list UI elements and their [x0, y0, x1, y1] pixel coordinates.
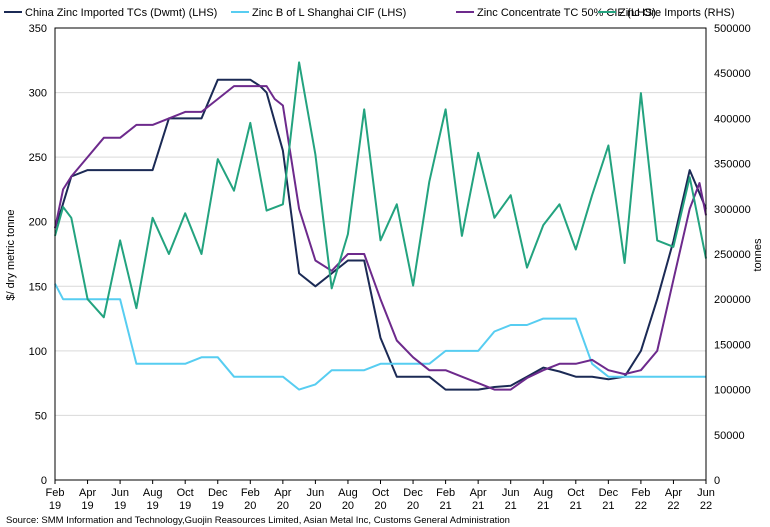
- y-right-tick-label: 0: [714, 475, 720, 487]
- legend-label: China Zinc Imported TCs (Dwmt) (LHS): [25, 7, 217, 19]
- y-right-tick-label: 350000: [714, 159, 751, 171]
- y-left-tick-label: 150: [29, 281, 47, 293]
- y-left-tick-label: 50: [35, 410, 47, 422]
- x-tick-label-year: 19: [114, 500, 126, 512]
- plot-frame: [54, 27, 707, 481]
- x-tick-label-month: Dec: [208, 487, 228, 499]
- x-tick-label-month: Feb: [631, 487, 650, 499]
- x-tick-label-year: 22: [700, 500, 712, 512]
- x-tick-label-year: 19: [147, 500, 159, 512]
- x-tick-label-year: 20: [342, 500, 354, 512]
- x-tick-label-month: Jun: [502, 487, 520, 499]
- x-tick-label-month: Aug: [338, 487, 358, 499]
- series-line-3: [54, 85, 707, 391]
- y-right-tick-label: 50000: [714, 430, 745, 442]
- x-tick-label-year: 19: [49, 500, 61, 512]
- x-tick-label-year: 20: [374, 500, 386, 512]
- series-line-4: [54, 61, 707, 319]
- y-left-tick-label: 300: [29, 88, 47, 100]
- legend-label: Zinc B of L Shanghai CIF (LHS): [252, 7, 406, 19]
- x-tick-label-year: 20: [244, 500, 256, 512]
- legend: China Zinc Imported TCs (Dwmt) (LHS) Zinc…: [4, 7, 735, 19]
- x-tick-label-year: 21: [602, 500, 614, 512]
- x-tick-label-month: Dec: [599, 487, 619, 499]
- y-axis-left-title: $/ dry metric tonne: [5, 209, 17, 300]
- y-left-tick-label: 350: [29, 23, 47, 35]
- x-tick-label-month: Dec: [403, 487, 423, 499]
- x-tick-label-month: Oct: [177, 487, 194, 499]
- x-tick-label-year: 19: [212, 500, 224, 512]
- series-lines: [54, 61, 707, 391]
- y-right-tick-label: 100000: [714, 385, 751, 397]
- x-tick-label-month: Apr: [274, 487, 291, 499]
- series-line-2: [54, 283, 706, 391]
- x-tick-label-year: 19: [179, 500, 191, 512]
- plot-border: [54, 27, 707, 481]
- x-tick-label-year: 21: [472, 500, 484, 512]
- y-left-tick-label: 250: [29, 152, 47, 164]
- x-tick-label-year: 21: [439, 500, 451, 512]
- x-tick-label-month: Feb: [241, 487, 260, 499]
- x-tick-label-year: 21: [537, 500, 549, 512]
- y-right-tick-label: 150000: [714, 339, 751, 351]
- gridlines: [55, 27, 706, 481]
- x-tick-label-year: 20: [407, 500, 419, 512]
- x-tick-label-year: 22: [667, 500, 679, 512]
- x-tick-label-month: Feb: [436, 487, 455, 499]
- x-tick-label-month: Apr: [470, 487, 487, 499]
- y-right-tick-label: 200000: [714, 294, 751, 306]
- y-axis-left: 0 50 100 150 200 250 300 350: [29, 23, 47, 487]
- legend-label: Zinc Concentrate TC 50% CIF (LHS): [477, 7, 656, 19]
- y-right-tick-label: 450000: [714, 68, 751, 80]
- y-left-tick-label: 0: [41, 475, 47, 487]
- y-right-tick-label: 250000: [714, 249, 751, 261]
- x-tick-label-year: 20: [277, 500, 289, 512]
- y-right-tick-label: 400000: [714, 113, 751, 125]
- x-tick-label-month: Jun: [697, 487, 715, 499]
- x-tick-label-year: 22: [635, 500, 647, 512]
- x-tick-label-year: 20: [309, 500, 321, 512]
- x-tick-label-month: Apr: [665, 487, 682, 499]
- legend-label: Zinc Ore Imports (RHS): [619, 7, 735, 19]
- y-left-tick-label: 100: [29, 346, 47, 358]
- x-tick-label-year: 21: [570, 500, 582, 512]
- series-line-1: [54, 78, 707, 391]
- x-tick-label-year: 19: [81, 500, 93, 512]
- x-axis: Feb19Apr19Jun19Aug19Oct19Dec19Feb20Apr20…: [46, 480, 715, 512]
- source-note: Source: SMM Information and Technology,G…: [6, 515, 510, 526]
- x-tick-label-month: Oct: [372, 487, 389, 499]
- x-tick-label-month: Apr: [79, 487, 96, 499]
- x-tick-label-month: Aug: [533, 487, 553, 499]
- x-tick-label-month: Feb: [46, 487, 65, 499]
- y-axis-right-title: tonnes: [752, 238, 764, 272]
- x-tick-label-year: 21: [505, 500, 517, 512]
- x-tick-label-month: Oct: [567, 487, 584, 499]
- x-tick-label-month: Jun: [307, 487, 325, 499]
- x-tick-label-month: Aug: [143, 487, 163, 499]
- y-axis-right: 0 50000 100000 150000 200000 250000 300000 3500…: [714, 23, 751, 487]
- y-right-tick-label: 500000: [714, 23, 751, 35]
- y-left-tick-label: 200: [29, 217, 47, 229]
- y-right-tick-label: 300000: [714, 204, 751, 216]
- x-tick-label-month: Jun: [111, 487, 129, 499]
